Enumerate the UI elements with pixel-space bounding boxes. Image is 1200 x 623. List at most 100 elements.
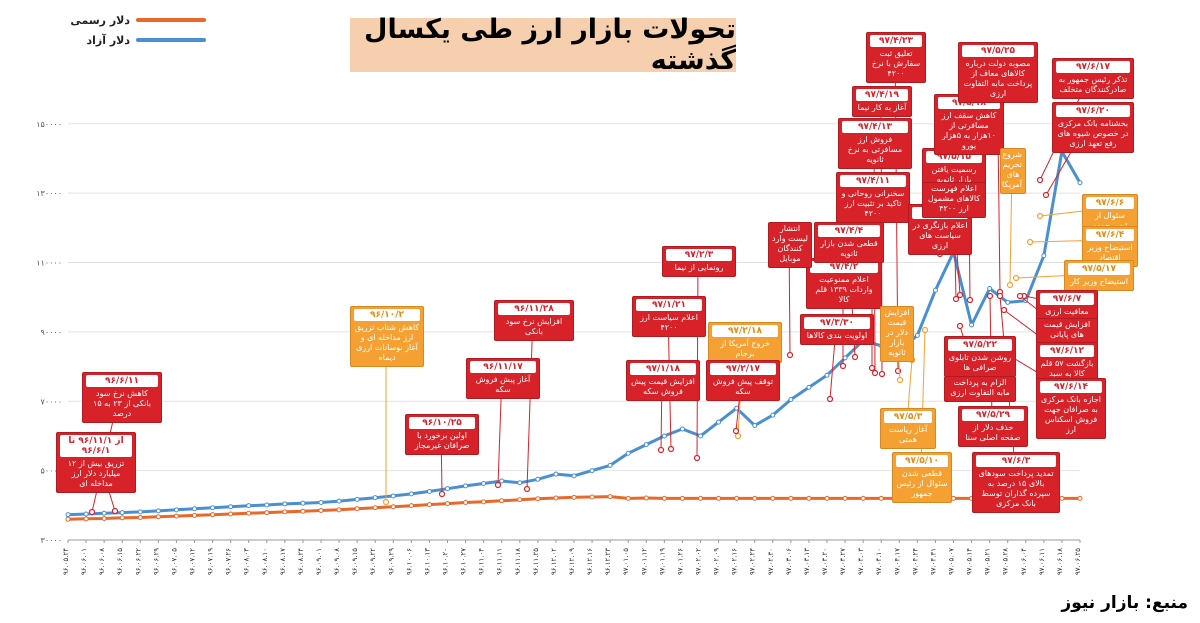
point-free xyxy=(426,488,432,494)
point-free xyxy=(987,286,993,292)
x-tick-label: ۹۷.۰۴.۰۳ xyxy=(857,548,865,575)
callout-date: ۹۷/۵/۲۹ xyxy=(962,409,1024,421)
x-tick-label: ۹۷.۰۳.۲۷ xyxy=(839,548,847,575)
point-free xyxy=(264,502,270,508)
point-free xyxy=(282,501,288,507)
callout-text: سخنرانی روحانی و تاکید بر تثبیت ارز ۴۲۰۰ xyxy=(841,189,905,218)
x-tick-label: ۹۷.۰۶.۲۵ xyxy=(1074,548,1082,575)
event-callout: ۹۷/۵/۲۲ روشن شدن تابلوی صرافی ها xyxy=(944,336,1016,377)
callout-text: کاهش سقف ارز مسافرتی از ۱۰هزار به ۵هزار … xyxy=(941,111,997,150)
point-free xyxy=(571,473,577,479)
callout-connector xyxy=(696,259,699,459)
x-tick-label: ۹۶.۰۸.۲۴ xyxy=(297,548,305,575)
point-official xyxy=(336,507,342,513)
callout-date: ۹۶/۶/۱۱ xyxy=(86,375,158,387)
legend-label-free: دلار آزاد xyxy=(86,33,130,47)
event-callout: ۹۷/۲/۱۷ توقف پیش فروش سکه xyxy=(706,360,780,401)
callout-anchor xyxy=(851,353,859,361)
event-callout: ۹۷/۵/۲۵ مصوبه دولت درباره کالاهای معاف از… xyxy=(958,42,1038,103)
callout-text: قطعی شدن بازار ثانویه xyxy=(820,239,878,258)
x-tick-label: ۹۶.۱۱.۱۸ xyxy=(514,548,522,575)
callout-anchor xyxy=(952,295,960,303)
x-tick-label: ۹۶.۱۲.۰۲ xyxy=(550,548,558,575)
callout-text: خروج آمریکا از برجام xyxy=(720,339,770,358)
point-official xyxy=(499,498,505,504)
callout-text: اعلام بازنگری در سیاست های ارزی xyxy=(912,221,968,250)
point-official xyxy=(535,496,541,502)
callout-anchor xyxy=(996,292,1004,300)
callout-date: ۹۷/۶/۶ xyxy=(1086,197,1134,209)
callout-anchor xyxy=(956,291,964,299)
callout-date: ۹۷/۵/۲۲ xyxy=(948,339,1012,351)
x-tick-label: ۹۷.۰۴.۳۱ xyxy=(929,548,937,575)
callout-anchor xyxy=(871,369,879,377)
point-official xyxy=(607,494,613,500)
event-callout: انتشار لیست وارد کنندگان موبایل xyxy=(768,222,812,268)
point-free xyxy=(914,332,920,338)
x-tick-label: ۹۷.۰۶.۰۴ xyxy=(1020,548,1028,575)
point-free xyxy=(408,491,414,497)
callout-date: ۹۷/۳/۳۰ xyxy=(804,317,870,329)
callout-text: قطعی شدن سئوال از رئیس جمهور xyxy=(896,469,948,498)
x-tick-label: ۹۷.۰۳.۰۶ xyxy=(785,548,793,575)
x-tick-label: ۹۶.۰۹.۰۸ xyxy=(333,548,341,575)
point-free xyxy=(1041,253,1047,259)
point-official xyxy=(878,495,884,501)
x-tick-label: ۹۶.۰۸.۰۳ xyxy=(243,548,251,575)
callout-date: ۹۶/۱۰/۲ xyxy=(354,309,420,321)
callout-date: ۹۷/۴/۱۳ xyxy=(842,121,908,133)
callout-text: افزایش قیمت دلار در بازار ثانویه xyxy=(884,308,910,357)
point-official xyxy=(589,494,595,500)
point-official xyxy=(192,512,197,518)
callout-date: ۹۷/۶/۲۰ xyxy=(1056,105,1130,117)
source-label: منبع: بازار نیوز xyxy=(1061,593,1188,613)
x-tick-label: ۹۷.۰۲.۰۲ xyxy=(695,548,703,575)
point-official xyxy=(643,495,649,501)
callout-text: الزام به پرداخت مابه التفاوت ارزی xyxy=(950,378,1010,397)
point-official xyxy=(372,505,378,511)
x-tick-label: ۹۶.۰۷.۱۹ xyxy=(207,548,215,575)
callout-anchor xyxy=(878,370,886,378)
event-callout: ۹۷/۴/۴ قطعی شدن بازار ثانویه xyxy=(814,222,884,263)
callout-text: تمدید پرداخت سودهای بالای ۱۵ درصد به سپر… xyxy=(978,469,1054,508)
event-callout: ۹۷/۶/۱۷ تذکر رئیس جمهور به صادرکنندگان مت… xyxy=(1052,58,1134,99)
legend: دلار رسمی دلار آزاد xyxy=(10,10,206,50)
x-tick-label: ۹۶.۰۵.۲۴ xyxy=(62,548,70,575)
callout-text: فروش ارز مسافرتی به نرخ ثانویه xyxy=(847,135,903,164)
callout-date: ۹۶/۱۰/۲۵ xyxy=(409,417,475,429)
x-tick-label: ۹۷.۰۵.۲۱ xyxy=(984,548,992,575)
x-tick-label: ۹۶.۰۸.۱۷ xyxy=(279,548,287,575)
x-tick-label: ۹۶.۰۹.۲۲ xyxy=(369,548,377,575)
callout-date: ۹۷/۵/۱۷ xyxy=(1068,263,1130,275)
x-tick-label: ۹۷.۰۱.۰۵ xyxy=(622,548,630,575)
event-callout: ۹۷/۳/۳۰ اولویت بندی کالاها xyxy=(800,314,874,345)
point-official xyxy=(463,500,469,506)
event-callout: ۹۷/۲/۳ رونمایی از نیما xyxy=(662,246,736,277)
point-official xyxy=(426,502,432,508)
callout-date: ۹۷/۶/۷ xyxy=(1040,293,1094,305)
callout-anchor xyxy=(1006,281,1014,289)
callout-anchor xyxy=(966,296,974,304)
x-tick-label: ۹۶.۱۰.۲۷ xyxy=(460,548,468,575)
point-free xyxy=(499,478,505,484)
x-tick-label: ۹۶.۱۲.۱۶ xyxy=(586,548,594,575)
point-free xyxy=(173,507,179,513)
callout-connector xyxy=(526,313,534,490)
callout-anchor xyxy=(1036,212,1044,220)
event-callout: ۹۷/۶/۱۴ اجازه بانک مرکزی به صرافان جهت فر… xyxy=(1036,378,1106,439)
point-official xyxy=(445,501,450,507)
event-callout: افزایش قیمت دلار در بازار ثانویه xyxy=(880,306,914,362)
point-free xyxy=(932,287,938,293)
point-official xyxy=(408,503,414,509)
point-free xyxy=(137,509,143,515)
point-official xyxy=(354,506,360,512)
point-official xyxy=(625,495,631,501)
callout-anchor xyxy=(896,376,904,384)
x-tick-label: ۹۶.۰۸.۱۰ xyxy=(261,548,269,575)
point-official xyxy=(137,514,143,520)
callout-date: ۹۷/۶/۱۷ xyxy=(1056,61,1130,73)
callout-text: اعلام سیاست ارز ۴۲۰۰ xyxy=(640,313,698,332)
point-free xyxy=(553,471,559,477)
callout-date: ۹۷/۴/۲۳ xyxy=(870,35,922,47)
callout-text: اولین برخورد با صرافان غیرمجاز xyxy=(414,431,470,450)
